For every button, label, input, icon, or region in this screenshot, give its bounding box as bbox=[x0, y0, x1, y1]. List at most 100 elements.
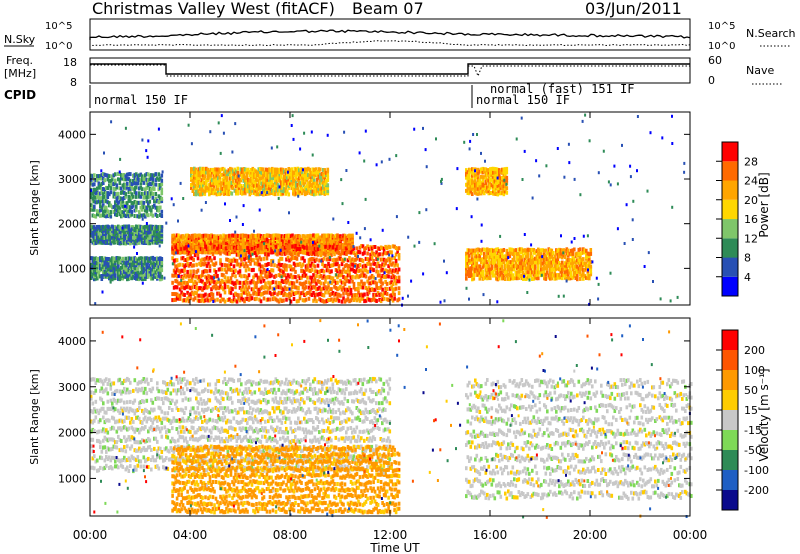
power-cell bbox=[334, 262, 338, 267]
power-cell bbox=[130, 210, 134, 214]
power-cell bbox=[117, 263, 120, 268]
power-cell bbox=[203, 167, 207, 172]
power-cell bbox=[214, 190, 217, 195]
power-cell bbox=[291, 255, 294, 260]
power-cell bbox=[292, 172, 295, 177]
power-cell bbox=[552, 257, 555, 261]
power-cell bbox=[340, 262, 344, 267]
power-cell bbox=[211, 285, 215, 290]
cpid-text-1: normal 150 IF bbox=[94, 93, 188, 107]
power-cell bbox=[230, 191, 234, 196]
power-cell bbox=[499, 263, 503, 268]
power-cell bbox=[234, 236, 237, 241]
power-cell bbox=[97, 209, 101, 214]
power-cell bbox=[123, 213, 126, 218]
power-cell bbox=[390, 250, 393, 255]
power-cell bbox=[121, 256, 125, 261]
power-cell bbox=[284, 185, 288, 190]
power-cell bbox=[136, 237, 140, 242]
power-cell bbox=[295, 234, 299, 239]
power-cell bbox=[390, 293, 393, 298]
power-cell bbox=[195, 274, 198, 279]
power-cell bbox=[288, 296, 291, 301]
power-cell bbox=[102, 203, 105, 208]
power-cell bbox=[570, 273, 573, 278]
power-cell bbox=[115, 183, 119, 188]
power-cell bbox=[130, 212, 134, 217]
power-cell bbox=[289, 172, 292, 177]
power-cell bbox=[139, 261, 143, 266]
power-cell bbox=[282, 244, 285, 249]
power-cell bbox=[322, 243, 326, 247]
power-cell bbox=[159, 185, 162, 190]
power-cell bbox=[248, 183, 252, 188]
power-cell bbox=[96, 200, 99, 205]
power-cell bbox=[135, 241, 138, 246]
power-cell bbox=[105, 231, 108, 236]
power-cell bbox=[384, 275, 387, 280]
power-cell bbox=[232, 172, 235, 177]
power-cell bbox=[247, 250, 251, 255]
power-cell bbox=[376, 273, 380, 278]
power-cell bbox=[292, 274, 296, 279]
power-cell bbox=[295, 180, 298, 185]
power-cell bbox=[267, 244, 270, 248]
power-cell bbox=[223, 267, 227, 272]
power-cell bbox=[307, 261, 311, 266]
power-cell bbox=[301, 285, 305, 290]
power-cell bbox=[309, 275, 312, 280]
power-cell bbox=[160, 178, 164, 183]
power-cell bbox=[180, 234, 183, 239]
power-cell bbox=[480, 251, 483, 256]
power-cell bbox=[228, 297, 231, 302]
power-cell bbox=[510, 263, 513, 268]
power-cell bbox=[493, 264, 497, 269]
power-cell bbox=[216, 274, 219, 278]
power-cell bbox=[553, 257, 557, 262]
power-cell bbox=[111, 205, 114, 210]
power-cell bbox=[291, 244, 294, 249]
power-cell bbox=[366, 269, 369, 274]
power-cell bbox=[281, 189, 285, 193]
power-cell bbox=[192, 263, 195, 268]
power-cell bbox=[212, 175, 216, 180]
power-cell bbox=[129, 261, 132, 265]
power-cell bbox=[282, 270, 285, 275]
power-cell bbox=[117, 259, 120, 264]
power-cell bbox=[190, 183, 193, 187]
power-cell bbox=[346, 278, 350, 283]
power-cell bbox=[483, 175, 486, 180]
power-cell bbox=[358, 268, 362, 273]
power-cell bbox=[290, 180, 294, 185]
power-cell bbox=[393, 278, 396, 283]
power-cell bbox=[207, 246, 210, 251]
power-cell bbox=[130, 195, 134, 200]
power-cell bbox=[147, 194, 150, 199]
power-cell bbox=[124, 272, 128, 277]
power-cell bbox=[223, 282, 227, 287]
power-cell bbox=[144, 205, 147, 210]
power-cell bbox=[90, 274, 93, 279]
power-cell bbox=[96, 174, 99, 179]
power-cell bbox=[103, 234, 107, 239]
power-cell bbox=[226, 178, 229, 182]
power-cell bbox=[468, 178, 471, 183]
power-cell bbox=[289, 280, 293, 285]
power-cell bbox=[313, 174, 316, 179]
power-cell bbox=[286, 278, 290, 283]
power-cell bbox=[259, 286, 263, 291]
power-cell bbox=[304, 292, 308, 297]
power-cell bbox=[268, 170, 271, 175]
power-cell bbox=[288, 251, 291, 256]
power-cell bbox=[264, 281, 267, 286]
power-cell bbox=[111, 263, 114, 268]
power-cell bbox=[556, 264, 560, 269]
power-cell bbox=[102, 187, 105, 191]
power-cell bbox=[202, 170, 205, 175]
power-cell bbox=[180, 237, 183, 242]
power-cell bbox=[211, 190, 214, 195]
power-cell bbox=[528, 247, 531, 252]
power-cell bbox=[303, 237, 306, 242]
power-cell bbox=[394, 246, 398, 250]
power-cell bbox=[277, 299, 281, 304]
